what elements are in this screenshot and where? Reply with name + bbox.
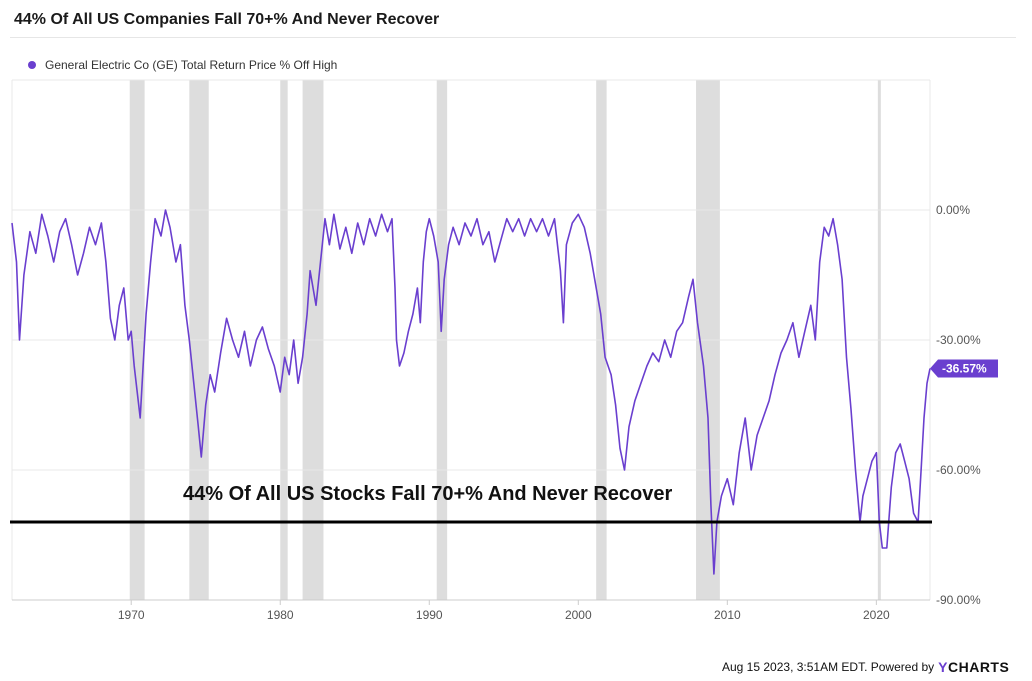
y-tick-label: -90.00% [936,593,981,607]
footer: Aug 15 2023, 3:51AM EDT. Powered by YCHA… [722,659,1009,675]
last-value-label: -36.57% [942,361,987,375]
x-tick-label: 1990 [416,608,443,622]
x-tick-label: 2010 [714,608,741,622]
ycharts-logo[interactable]: YCHARTS [938,659,1009,675]
x-tick-label: 1980 [267,608,294,622]
x-tick-label: 2000 [565,608,592,622]
x-tick-label: 2020 [863,608,890,622]
grid-lines [11,79,931,601]
threshold-annotation: 44% Of All US Stocks Fall 70+% And Never… [183,483,672,505]
axes: 0.00% -30.00% -60.00% -90.00% 1970 1980 1990 20… [118,203,981,622]
last-value-badge [930,359,998,378]
y-tick-label: 0.00% [936,203,970,217]
ycharts-logo-y: Y [938,659,948,675]
legend-label: General Electric Co (GE) Total Return Pr… [45,58,338,72]
y-tick-label: -30.00% [936,333,981,347]
chart-title: 44% Of All US Companies Fall 70+% And Ne… [14,11,440,28]
ycharts-logo-text: CHARTS [947,659,1010,675]
legend-marker [28,61,36,69]
footer-timestamp: Aug 15 2023, 3:51AM EDT. Powered by [722,660,935,674]
title-divider [10,37,1016,38]
y-tick-label: -60.00% [936,463,981,477]
legend[interactable]: General Electric Co (GE) Total Return Pr… [28,58,337,72]
ge-series-line [11,209,931,575]
annotation-layer: 44% Of All US Stocks Fall 70+% And Never… [10,483,932,524]
x-tick-label: 1970 [118,608,145,622]
series-layer: -36.57% [11,209,998,575]
